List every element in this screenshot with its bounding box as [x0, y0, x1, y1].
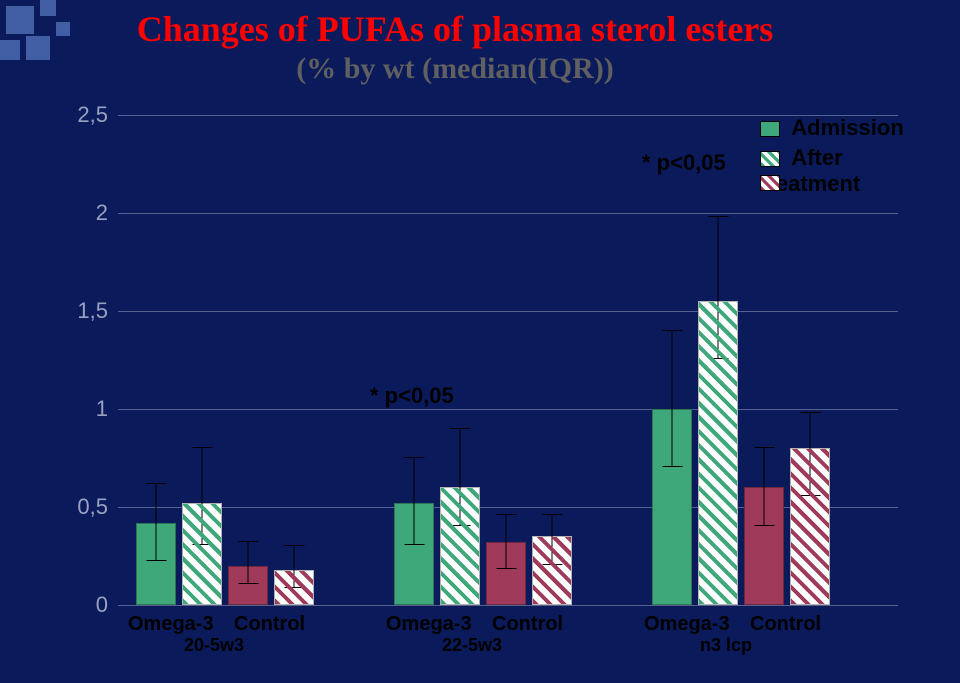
swatch-admission-solid [760, 121, 780, 137]
x-label-group: Omega-3 [644, 613, 730, 636]
x-label-control: Control [492, 613, 563, 636]
x-label-sub: n3 lcp [700, 635, 752, 656]
x-label-sub: 20-5w3 [184, 635, 244, 656]
bar [394, 503, 434, 605]
bar-chart: 00,511,522,5 * p<0,05* p<0,05 Admission … [60, 115, 930, 675]
gridline [118, 605, 898, 606]
x-label-group: Omega-3 [128, 613, 214, 636]
swatch-control-hatch [760, 175, 780, 191]
bar [698, 301, 738, 605]
legend-admission-label: Admission [791, 115, 903, 140]
y-tick-label: 0 [60, 592, 108, 618]
bar [486, 542, 526, 605]
y-tick-label: 2 [60, 200, 108, 226]
bar [182, 503, 222, 605]
legend: Admission After treatment [760, 115, 904, 171]
y-tick-label: 0,5 [60, 494, 108, 520]
x-label-sub: 22-5w3 [442, 635, 502, 656]
bar [744, 487, 784, 605]
chart-title: Changes of PUFAs of plasma sterol esters… [105, 8, 805, 86]
x-label-control: Control [234, 613, 305, 636]
title-line1: Changes of PUFAs of plasma sterol esters [105, 8, 805, 50]
bar [274, 570, 314, 605]
p-value-annotation: * p<0,05 [370, 383, 454, 409]
bar [136, 523, 176, 605]
y-tick-label: 1 [60, 396, 108, 422]
bar [790, 448, 830, 605]
bar [440, 487, 480, 605]
bar [228, 566, 268, 605]
swatch-admission-hatch [760, 151, 780, 167]
x-label-group: Omega-3 [386, 613, 472, 636]
bar [652, 409, 692, 605]
y-tick-label: 2,5 [60, 102, 108, 128]
y-tick-label: 1,5 [60, 298, 108, 324]
p-value-annotation: * p<0,05 [642, 150, 726, 176]
bar [532, 536, 572, 605]
title-line2: (% by wt (median(IQR)) [105, 52, 805, 86]
legend-admission: Admission [760, 115, 904, 141]
x-label-control: Control [750, 613, 821, 636]
slide: Changes of PUFAs of plasma sterol esters… [0, 0, 960, 683]
